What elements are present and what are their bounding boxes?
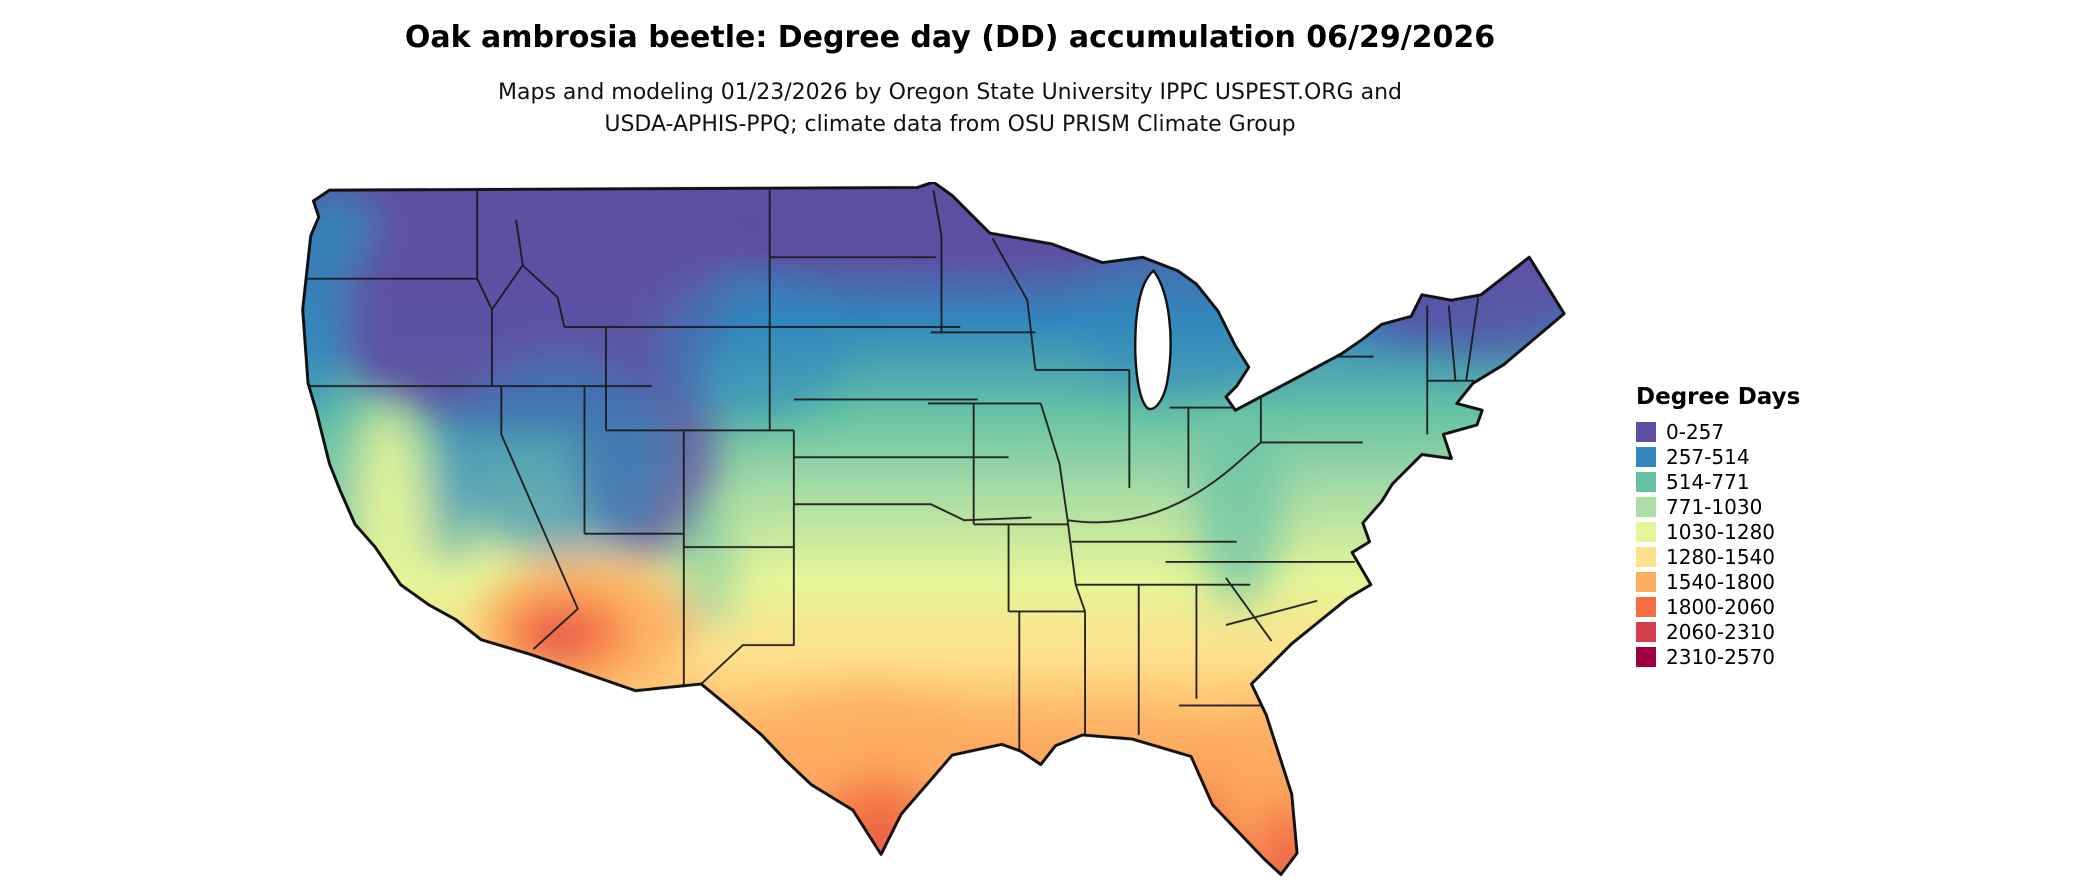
legend-item: 2310-2570 <box>1636 644 1866 669</box>
lake-michigan <box>1134 268 1172 411</box>
legend-item: 1030-1280 <box>1636 519 1866 544</box>
legend-items: 0-257 257-514 514-771 771-1030 1030-1280 1280… <box>1636 419 1866 669</box>
map-header: Oak ambrosia beetle: Degree day (DD) acc… <box>0 20 1900 141</box>
page-subtitle: Maps and modeling 01/23/2026 by Oregon S… <box>0 77 1900 141</box>
legend-title: Degree Days <box>1636 384 1801 410</box>
legend-swatch <box>1636 496 1656 517</box>
subtitle-line-2: USDA-APHIS-PPQ; climate data from OSU PR… <box>604 112 1296 137</box>
legend-swatch <box>1636 421 1656 442</box>
shade-central-valley <box>356 403 421 592</box>
legend-swatch <box>1636 521 1656 542</box>
legend-swatch <box>1636 646 1656 667</box>
us-outline <box>301 182 1566 877</box>
us-degree-day-map <box>301 182 1566 877</box>
shade-appalachians <box>1196 416 1283 605</box>
legend-item-label: 771-1030 <box>1666 494 1763 519</box>
shade-puget-sound <box>302 188 378 270</box>
legend-item-label: 514-771 <box>1666 469 1750 494</box>
legend-swatch <box>1636 596 1656 617</box>
legend-item-label: 0-257 <box>1666 419 1725 444</box>
legend-item-label: 1030-1280 <box>1666 519 1776 544</box>
legend-item: 1540-1800 <box>1636 569 1866 594</box>
shade-great-basin <box>454 356 670 558</box>
legend-item: 257-514 <box>1636 444 1866 469</box>
shade-sierra-nevada <box>426 396 475 564</box>
shade-new-mexico-mountains <box>677 500 737 629</box>
page-title: Oak ambrosia beetle: Degree day (DD) acc… <box>404 20 1496 55</box>
state-borders <box>306 189 1480 752</box>
legend: Degree Days 0-257 257-514 514-771 771-1030 1… <box>1636 384 1866 669</box>
legend-swatch <box>1636 546 1656 567</box>
legend-item: 1800-2060 <box>1636 594 1866 619</box>
legend-item-label: 2060-2310 <box>1666 619 1776 644</box>
shade-adirondacks <box>1360 272 1447 348</box>
legend-swatch <box>1636 571 1656 592</box>
subtitle-line-1: Maps and modeling 01/23/2026 by Oregon S… <box>498 80 1402 105</box>
legend-item: 0-257 <box>1636 419 1866 444</box>
legend-swatch <box>1636 471 1656 492</box>
shade-high-plains <box>655 276 844 424</box>
map-container <box>300 182 1595 880</box>
legend-item-label: 2310-2570 <box>1666 644 1776 669</box>
legend-item-label: 1540-1800 <box>1666 569 1776 594</box>
legend-item: 514-771 <box>1636 469 1866 494</box>
shade-south-texas-hottest <box>855 827 904 871</box>
legend-item: 771-1030 <box>1636 494 1866 519</box>
legend-item-label: 1280-1540 <box>1666 544 1776 569</box>
shade-great-lakes <box>1078 235 1280 397</box>
legend-item-label: 1800-2060 <box>1666 594 1776 619</box>
legend-item: 2060-2310 <box>1636 619 1866 644</box>
legend-item: 1280-1540 <box>1636 544 1866 569</box>
map-fill-layer <box>302 182 1565 875</box>
legend-swatch <box>1636 446 1656 467</box>
shade-arizona-hottest <box>533 622 582 655</box>
legend-swatch <box>1636 621 1656 642</box>
legend-item-label: 257-514 <box>1666 444 1750 469</box>
